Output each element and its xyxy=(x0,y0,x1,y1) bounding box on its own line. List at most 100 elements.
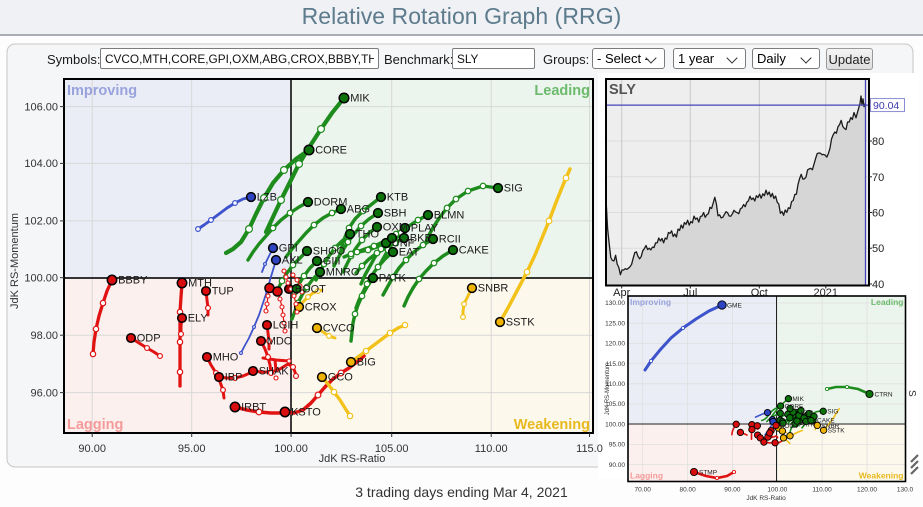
svg-text:95.00: 95.00 xyxy=(609,442,626,449)
svg-text:96.00: 96.00 xyxy=(30,387,58,399)
svg-text:70: 70 xyxy=(872,172,884,184)
svg-text:110.00: 110.00 xyxy=(475,443,508,455)
svg-text:STMP: STMP xyxy=(699,470,717,477)
svg-text:98.00: 98.00 xyxy=(30,330,58,342)
svg-text:100.00: 100.00 xyxy=(605,421,625,428)
svg-text:80.00: 80.00 xyxy=(679,487,696,494)
svg-text:104.00: 104.00 xyxy=(24,158,58,170)
svg-text:SSTK: SSTK xyxy=(828,428,846,435)
svg-text:MTH: MTH xyxy=(188,278,212,290)
svg-text:JdK RS-Ratio: JdK RS-Ratio xyxy=(746,495,786,502)
svg-text:MHO: MHO xyxy=(213,352,239,364)
svg-text:PLAY: PLAY xyxy=(411,223,439,235)
svg-text:CAKE: CAKE xyxy=(817,418,835,425)
svg-text:GCO: GCO xyxy=(328,372,354,384)
svg-text:OXM: OXM xyxy=(383,222,408,234)
svg-text:Leading: Leading xyxy=(534,83,590,99)
svg-text:105.00: 105.00 xyxy=(375,443,409,455)
svg-text:SIG: SIG xyxy=(504,183,523,195)
svg-text:BOOT: BOOT xyxy=(295,284,326,296)
svg-text:40: 40 xyxy=(872,279,884,291)
svg-text:ELY: ELY xyxy=(188,313,209,325)
svg-text:CORE: CORE xyxy=(785,403,804,410)
svg-text:106.00: 106.00 xyxy=(24,101,58,113)
svg-text:SNBR: SNBR xyxy=(821,423,839,430)
svg-text:TUP: TUP xyxy=(212,286,234,298)
svg-text:LGIH: LGIH xyxy=(273,320,299,332)
svg-text:PATK: PATK xyxy=(379,273,407,285)
svg-text:Leading: Leading xyxy=(871,297,904,307)
svg-text:90.04: 90.04 xyxy=(873,100,899,112)
svg-text:JdK RS-Momentum: JdK RS-Momentum xyxy=(605,363,611,415)
svg-text:MNRO: MNRO xyxy=(326,267,360,279)
svg-text:JdK RS-Ratio: JdK RS-Ratio xyxy=(319,453,386,465)
svg-text:Improving: Improving xyxy=(630,297,671,307)
svg-text:120.00: 120.00 xyxy=(857,487,877,494)
svg-text:110.00: 110.00 xyxy=(812,487,832,494)
svg-text:SIG: SIG xyxy=(827,409,838,416)
svg-text:100.00: 100.00 xyxy=(24,273,58,285)
svg-text:SBH: SBH xyxy=(384,208,407,220)
svg-text:90.00: 90.00 xyxy=(724,487,741,494)
svg-text:BIG: BIG xyxy=(357,357,376,369)
svg-text:KSTO: KSTO xyxy=(291,407,321,419)
svg-text:BOOT: BOOT xyxy=(780,423,798,430)
svg-text:50: 50 xyxy=(872,243,884,255)
svg-text:102.00: 102.00 xyxy=(24,216,58,228)
svg-text:CORE: CORE xyxy=(315,145,347,157)
svg-text:THO: THO xyxy=(356,229,380,241)
svg-text:MDC: MDC xyxy=(267,336,292,348)
svg-text:SSTK: SSTK xyxy=(506,317,535,329)
svg-text:SHAK: SHAK xyxy=(259,366,290,378)
svg-text:BKE: BKE xyxy=(410,233,432,245)
svg-text:UNF: UNF xyxy=(392,238,415,250)
svg-text:ABG: ABG xyxy=(347,204,370,216)
svg-text:GME: GME xyxy=(727,303,742,310)
svg-text:LZB: LZB xyxy=(257,192,277,204)
svg-text:DORM: DORM xyxy=(314,197,348,209)
svg-text:SNBR: SNBR xyxy=(478,283,509,295)
svg-text:KTB: KTB xyxy=(387,192,408,204)
svg-text:CAKE: CAKE xyxy=(459,245,489,257)
svg-text:SHOO: SHOO xyxy=(313,246,346,258)
svg-text:90.00: 90.00 xyxy=(609,462,626,469)
svg-text:BBBY: BBBY xyxy=(118,275,148,287)
svg-text:KTB: KTB xyxy=(801,410,814,417)
svg-text:Weakening: Weakening xyxy=(859,471,904,481)
svg-text:100.00: 100.00 xyxy=(767,487,787,494)
svg-text:CVCO: CVCO xyxy=(323,323,355,335)
svg-text:Improving: Improving xyxy=(67,83,137,99)
svg-text:100.00: 100.00 xyxy=(274,443,308,455)
svg-text:GIII: GIII xyxy=(323,256,341,268)
svg-text:115.0: 115.0 xyxy=(576,443,603,455)
svg-text:IBP: IBP xyxy=(225,372,243,384)
svg-text:Weakening: Weakening xyxy=(514,417,590,433)
svg-text:GPI: GPI xyxy=(279,243,298,255)
svg-text:SLY: SLY xyxy=(609,82,636,98)
svg-text:EAT: EAT xyxy=(399,247,420,259)
svg-text:110.00: 110.00 xyxy=(606,381,626,388)
svg-text:90.00: 90.00 xyxy=(78,443,106,455)
svg-text:115.00: 115.00 xyxy=(606,361,626,368)
svg-text:MIK: MIK xyxy=(792,396,804,403)
svg-text:Lagging: Lagging xyxy=(67,417,123,433)
svg-text:PATK: PATK xyxy=(799,421,816,428)
svg-text:60: 60 xyxy=(872,208,884,220)
svg-text:CTRN: CTRN xyxy=(875,392,893,399)
svg-text:130.0: 130.0 xyxy=(897,487,914,494)
svg-text:130.00: 130.00 xyxy=(605,300,625,307)
svg-text:MIK: MIK xyxy=(350,93,370,105)
svg-text:120.00: 120.00 xyxy=(605,341,625,348)
svg-text:BLMN: BLMN xyxy=(434,210,465,222)
svg-text:S: S xyxy=(906,390,917,397)
svg-text:Apr: Apr xyxy=(613,287,630,299)
svg-text:125.00: 125.00 xyxy=(605,320,625,327)
svg-text:Lagging: Lagging xyxy=(630,471,663,481)
svg-text:95.00: 95.00 xyxy=(178,443,206,455)
svg-text:105.00: 105.00 xyxy=(605,401,625,408)
svg-text:70.00: 70.00 xyxy=(635,487,652,494)
svg-text:ODP: ODP xyxy=(137,333,161,345)
svg-text:IRBT: IRBT xyxy=(241,402,266,414)
svg-text:JdK RS-Momentum: JdK RS-Momentum xyxy=(9,213,21,309)
svg-text:CROX: CROX xyxy=(305,302,337,314)
